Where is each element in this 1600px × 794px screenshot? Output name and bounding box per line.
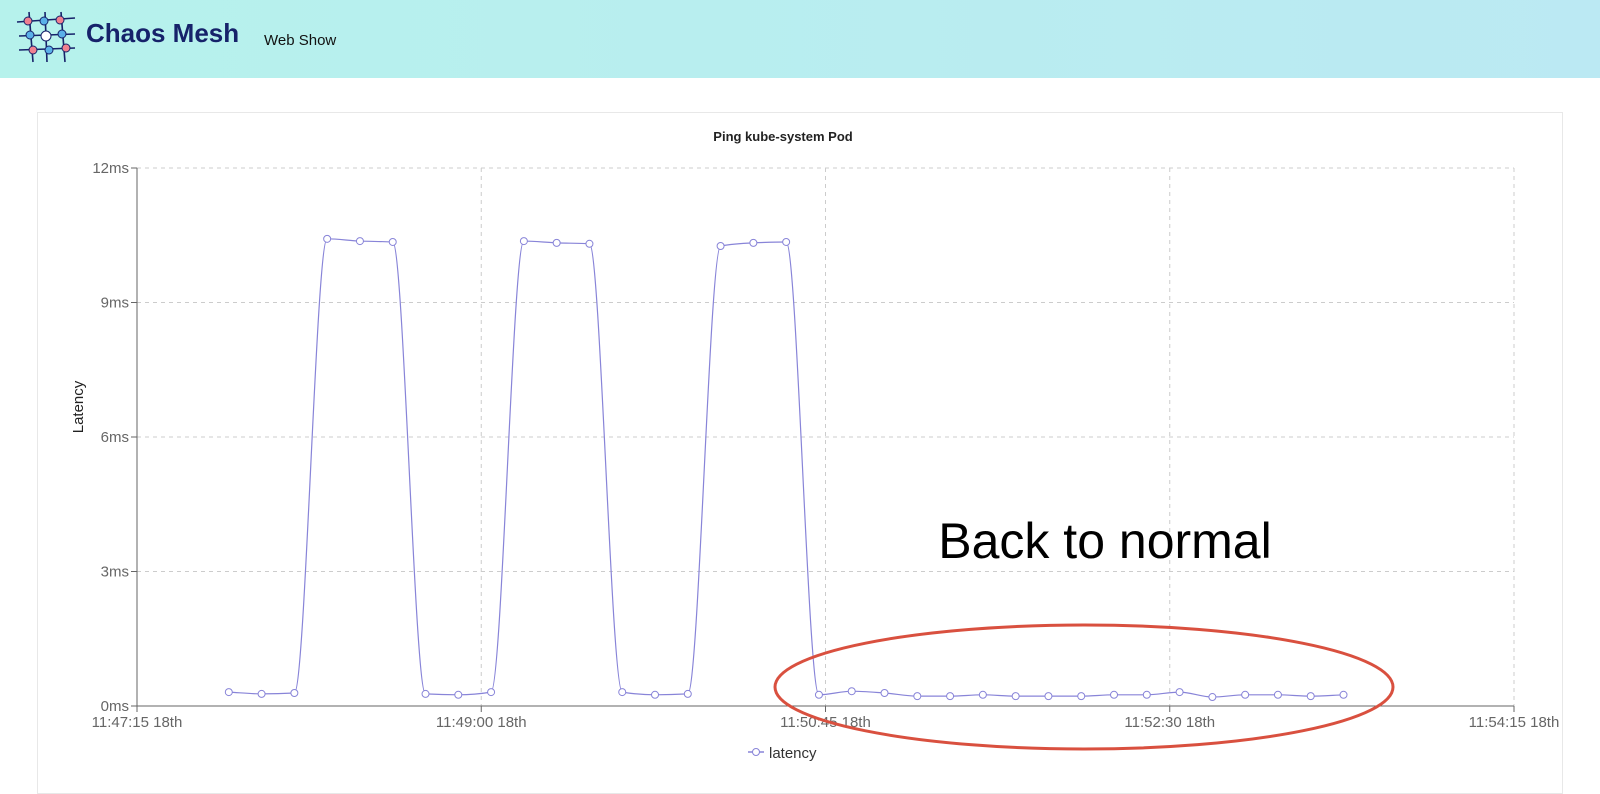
legend[interactable]: latency bbox=[748, 745, 817, 762]
data-point bbox=[749, 238, 758, 247]
data-point bbox=[1142, 690, 1151, 699]
y-tick-label: 6ms bbox=[101, 429, 129, 446]
data-point bbox=[847, 687, 856, 696]
data-point bbox=[454, 690, 463, 699]
data-point bbox=[651, 690, 660, 699]
data-point bbox=[552, 238, 561, 247]
legend-marker-icon bbox=[752, 748, 760, 756]
y-tick-label: 12ms bbox=[92, 160, 129, 177]
data-point bbox=[224, 688, 233, 697]
data-point bbox=[421, 689, 430, 698]
app-header: Chaos Mesh Web Show bbox=[0, 0, 1600, 78]
page-subtitle: Web Show bbox=[264, 32, 337, 49]
data-point bbox=[1241, 690, 1250, 699]
data-point bbox=[1175, 688, 1184, 697]
chaos-mesh-logo-icon bbox=[16, 11, 76, 63]
y-tick-label: 3ms bbox=[101, 564, 129, 581]
y-tick-label: 9ms bbox=[101, 295, 129, 312]
data-point bbox=[683, 689, 692, 698]
data-point bbox=[388, 237, 397, 246]
x-tick-label: 11:52:30 18th bbox=[1124, 714, 1215, 731]
x-tick-label: 11:54:15 18th bbox=[1469, 714, 1560, 731]
data-point bbox=[978, 690, 987, 699]
data-point bbox=[519, 237, 528, 246]
data-point bbox=[1306, 692, 1315, 701]
data-point bbox=[323, 234, 332, 243]
data-point bbox=[487, 688, 496, 697]
data-point bbox=[1208, 693, 1217, 702]
data-point bbox=[257, 689, 266, 698]
data-point bbox=[585, 239, 594, 248]
data-point bbox=[1044, 692, 1053, 701]
chart-card bbox=[37, 112, 1563, 794]
data-point bbox=[946, 692, 955, 701]
data-point bbox=[290, 688, 299, 697]
data-point bbox=[1273, 690, 1282, 699]
data-point bbox=[880, 688, 889, 697]
data-point bbox=[1339, 690, 1348, 699]
data-point bbox=[782, 237, 791, 246]
legend-label: latency bbox=[769, 745, 817, 762]
annotation-text: Back to normal bbox=[938, 513, 1271, 569]
data-point bbox=[355, 237, 364, 246]
data-point bbox=[1110, 690, 1119, 699]
data-point bbox=[716, 242, 725, 251]
data-point bbox=[618, 688, 627, 697]
chart-title: Ping kube-system Pod bbox=[713, 129, 852, 144]
brand-name[interactable]: Chaos Mesh bbox=[86, 18, 240, 48]
highlight-ellipse bbox=[773, 623, 1395, 751]
x-tick-label: 11:47:15 18th bbox=[92, 714, 183, 731]
y-tick-label: 0ms bbox=[101, 698, 129, 715]
data-point bbox=[1011, 692, 1020, 701]
data-point bbox=[1077, 692, 1086, 701]
data-point bbox=[814, 690, 823, 699]
y-axis-label: Latency bbox=[70, 380, 87, 433]
data-point bbox=[913, 692, 922, 701]
x-tick-label: 11:49:00 18th bbox=[436, 714, 527, 731]
